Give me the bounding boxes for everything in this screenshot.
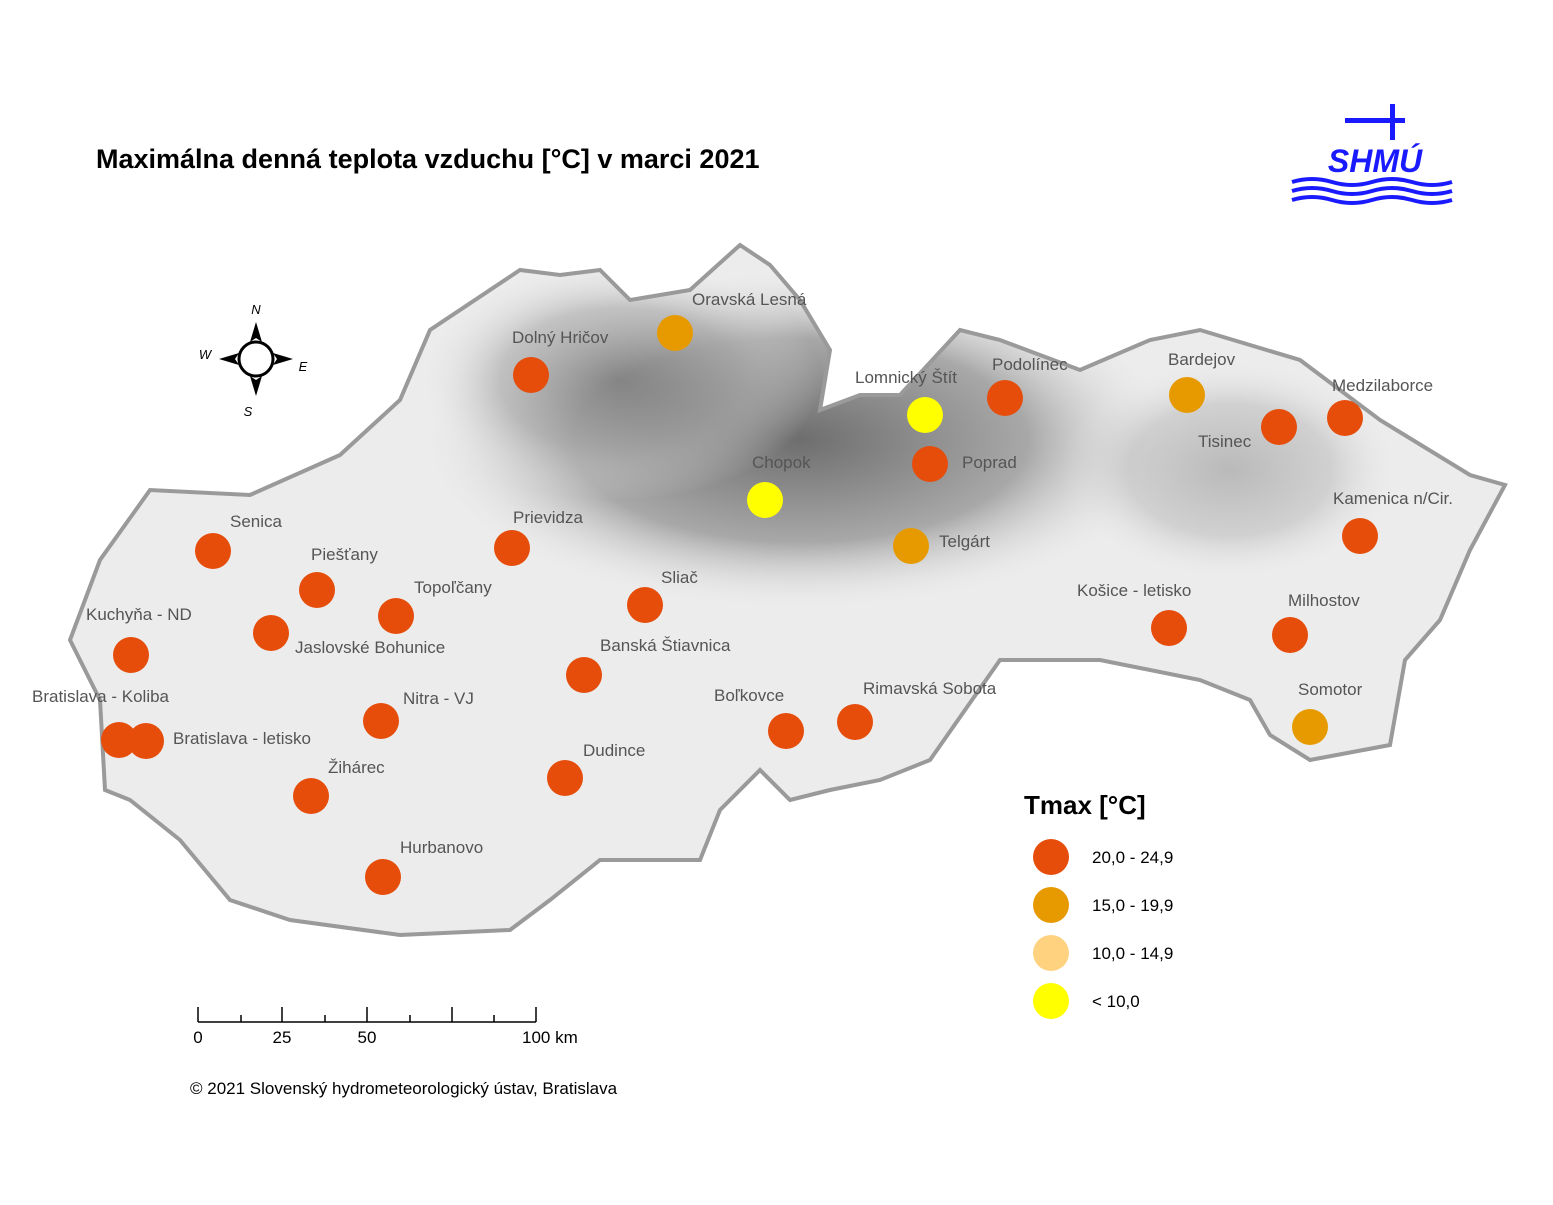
scale-label: 0 (193, 1028, 202, 1047)
station-marker (513, 357, 549, 393)
station-marker (293, 778, 329, 814)
legend-swatch (1033, 839, 1069, 875)
station-label: Oravská Lesná (692, 290, 807, 309)
scale-label: 25 (273, 1028, 292, 1047)
copyright: © 2021 Slovenský hydrometeorologický úst… (190, 1079, 618, 1098)
station-marker (195, 533, 231, 569)
station-marker (547, 760, 583, 796)
legend-label: < 10,0 (1092, 992, 1140, 1011)
logo-text: SHMÚ (1328, 143, 1423, 179)
station-label: Rimavská Sobota (863, 679, 997, 698)
station-marker (893, 528, 929, 564)
station-marker (747, 482, 783, 518)
station-label: Medzilaborce (1332, 376, 1433, 395)
station-marker (378, 598, 414, 634)
compass-w: W (199, 347, 213, 362)
station-marker (365, 859, 401, 895)
station-label: Telgárt (939, 532, 990, 551)
station-label: Chopok (752, 453, 811, 472)
station-marker (912, 446, 948, 482)
station-label: Dudince (583, 741, 645, 760)
station-label: Dolný Hričov (512, 328, 609, 347)
station-label: Banská Štiavnica (600, 636, 731, 655)
station-marker (627, 587, 663, 623)
compass-n: N (251, 302, 261, 317)
station-label: Nitra - VJ (403, 689, 474, 708)
station-label: Tisinec (1198, 432, 1252, 451)
station-label: Košice - letisko (1077, 581, 1191, 600)
stations: Oravská Lesná Dolný Hričov Lomnický Štít Po… (32, 290, 1453, 895)
legend-title: Tmax [°C] (1024, 790, 1146, 820)
station-marker (128, 723, 164, 759)
station-label: Milhostov (1288, 591, 1360, 610)
compass-e: E (299, 359, 308, 374)
compass: N W E S (199, 302, 308, 419)
station-marker (113, 637, 149, 673)
station-label: Boľkovce (714, 686, 784, 705)
station-label: Poprad (962, 453, 1017, 472)
station-label: Jaslovské Bohunice (295, 638, 445, 657)
station-label: Bardejov (1168, 350, 1236, 369)
station-label: Bratislava - letisko (173, 729, 311, 748)
map-title: Maximálna denná teplota vzduchu [°C] v m… (96, 144, 760, 174)
legend-swatch (1033, 935, 1069, 971)
station-marker (987, 380, 1023, 416)
station-marker (907, 397, 943, 433)
station-marker (494, 530, 530, 566)
station-marker (566, 657, 602, 693)
station-marker (1342, 518, 1378, 554)
scale-label: 50 (358, 1028, 377, 1047)
station-label: Podolínec (992, 355, 1068, 374)
station-label: Kamenica n/Cir. (1333, 489, 1453, 508)
station-marker (1151, 610, 1187, 646)
station-marker (1169, 377, 1205, 413)
station-label: Topoľčany (414, 578, 492, 597)
station-marker (363, 703, 399, 739)
station-label: Prievidza (513, 508, 583, 527)
legend-swatch (1033, 887, 1069, 923)
station-label: Hurbanovo (400, 838, 483, 857)
station-marker (1272, 617, 1308, 653)
station-marker (253, 615, 289, 651)
legend: Tmax [°C] 20,0 - 24,9 15,0 - 19,9 10,0 - 1… (1024, 790, 1173, 1019)
legend-label: 15,0 - 19,9 (1092, 896, 1173, 915)
station-marker (1292, 709, 1328, 745)
station-marker (1261, 409, 1297, 445)
station-label: Piešťany (311, 545, 378, 564)
scale-bar: 0 25 50 100 km (193, 1007, 578, 1047)
legend-swatch (1033, 983, 1069, 1019)
station-marker (101, 722, 137, 758)
station-marker (768, 713, 804, 749)
compass-s: S (244, 404, 253, 419)
station-marker (837, 704, 873, 740)
legend-label: 20,0 - 24,9 (1092, 848, 1173, 867)
station-label: Senica (230, 512, 283, 531)
station-label: Bratislava - Koliba (32, 687, 170, 706)
logo: SHMÚ (1291, 104, 1453, 205)
country (68, 243, 1507, 937)
station-marker (1327, 400, 1363, 436)
station-label: Žihárec (328, 758, 385, 777)
station-label: Lomnický Štít (855, 368, 957, 387)
station-marker (299, 572, 335, 608)
legend-label: 10,0 - 14,9 (1092, 944, 1173, 963)
station-label: Sliač (661, 568, 698, 587)
station-label: Somotor (1298, 680, 1363, 699)
station-marker (657, 315, 693, 351)
scale-label: 100 km (522, 1028, 578, 1047)
station-label: Kuchyňa - ND (86, 605, 192, 624)
